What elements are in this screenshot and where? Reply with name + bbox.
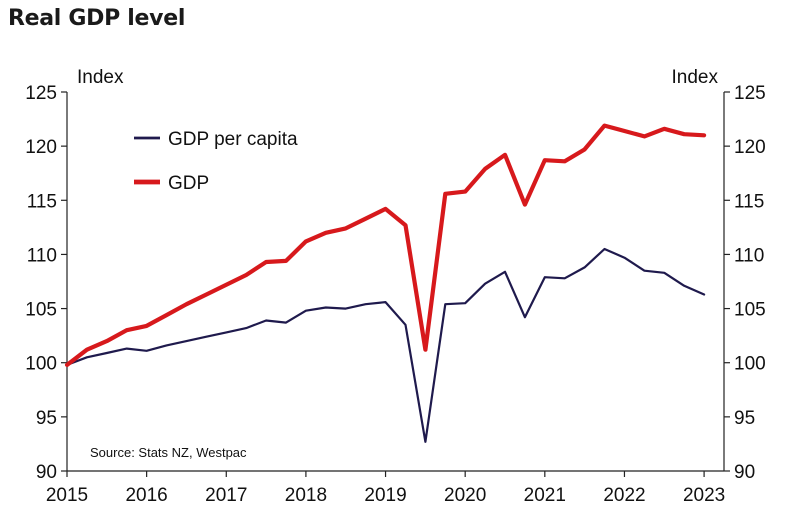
x-tick-label: 2018: [285, 485, 327, 506]
left-tick-label: 120: [25, 137, 57, 158]
left-tick-label: 105: [25, 300, 57, 321]
chart-title: Real GDP level: [8, 6, 186, 31]
axes: [66, 92, 725, 472]
series-layer: [64, 123, 707, 443]
left-tick-label: 100: [25, 354, 57, 375]
x-tick-label: 2019: [364, 485, 406, 506]
left-axis-ticks: 125 120 115 110 105 100 95 90: [25, 83, 67, 483]
x-tick-label: 2023: [683, 485, 725, 506]
x-tick-label: 2017: [205, 485, 247, 506]
x-tick-label: 2022: [603, 485, 645, 506]
x-tick-label: 2021: [524, 485, 566, 506]
right-tick-label: 125: [734, 83, 766, 104]
left-axis-unit: Index: [77, 67, 124, 88]
left-tick-label: 115: [27, 191, 57, 212]
left-tick-label: 125: [25, 83, 57, 104]
x-tick-label: 2016: [125, 485, 167, 506]
x-axis-ticks: 2015 2016 2017 2018 2019 2020 2021 2022 2023: [46, 471, 725, 506]
x-tick-label: 2015: [46, 485, 88, 506]
right-tick-label: 95: [734, 408, 755, 429]
left-tick-label: 95: [36, 408, 57, 429]
x-tick-label: 2020: [444, 485, 486, 506]
source-note: Source: Stats NZ, Westpac: [90, 445, 247, 460]
right-tick-label: 105: [734, 300, 766, 321]
right-tick-label: 115: [734, 191, 764, 212]
series-line-gdp: [64, 123, 707, 367]
legend-label-gdp-per-capita: GDP per capita: [168, 129, 298, 150]
right-tick-label: 90: [734, 462, 755, 483]
left-tick-label: 110: [27, 245, 57, 266]
right-axis-unit: Index: [672, 67, 719, 88]
right-tick-label: 100: [734, 354, 766, 375]
legend: GDP per capita GDP: [134, 129, 298, 194]
right-axis-ticks: 125 120 115 110 105 100 95 90: [724, 83, 766, 483]
right-tick-label: 110: [734, 245, 764, 266]
series-line-gdp-per-capita: [65, 247, 706, 443]
right-tick-label: 120: [734, 137, 766, 158]
legend-label-gdp: GDP: [168, 173, 209, 194]
left-tick-label: 90: [36, 462, 57, 483]
